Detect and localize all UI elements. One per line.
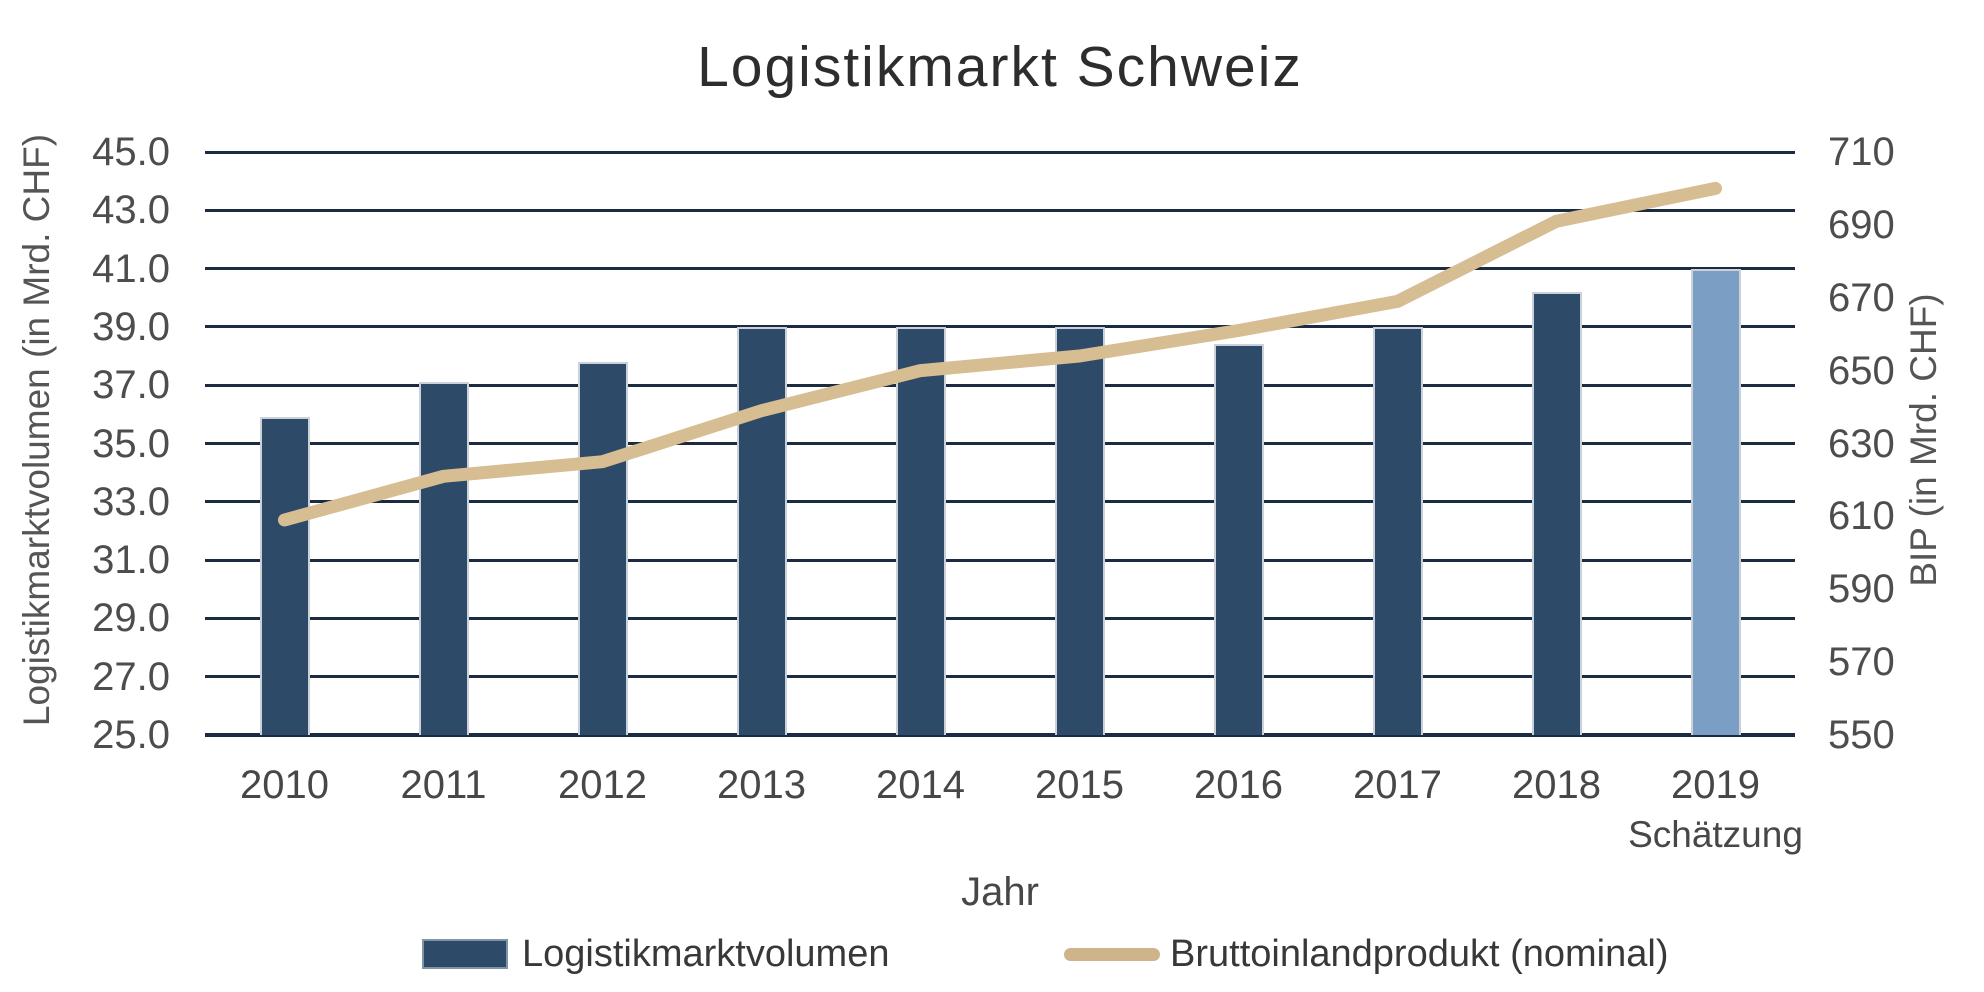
x-axis-title: Jahr [961,870,1039,914]
left-axis-tick: 41.0 [92,246,170,291]
gridline [205,150,1795,154]
right-axis-tick: 670 [1828,275,1895,320]
chart-title: Logistikmarkt Schweiz [697,35,1303,99]
gridline [205,616,1795,620]
bar-2014 [895,326,946,735]
legend-item-logistikmarktvolumen: Logistikmarktvolumen [422,928,889,980]
left-axis-tick: 27.0 [92,654,170,699]
gridline [205,675,1795,679]
right-axis-tick: 590 [1828,567,1895,612]
right-axis-tick: 650 [1828,348,1895,393]
bar-2018 [1531,291,1582,735]
right-axis-tick: 690 [1828,202,1895,247]
x-tick-label-2016: 2016 [1194,763,1283,807]
right-axis-tick: 630 [1828,421,1895,466]
x-tick-label-2011: 2011 [400,763,487,807]
x-tick-sublabel: Schätzung [1628,814,1803,855]
bip-line [278,181,1722,527]
left-axis-tick: 33.0 [92,479,170,524]
plot-area [205,150,1795,737]
bar-2010 [259,417,310,735]
x-tick-label-2013: 2013 [717,763,806,807]
gridline [205,442,1795,445]
x-tick-label-2014: 2014 [876,763,965,807]
gridline [205,208,1795,212]
left-axis-tick: 39.0 [92,304,170,349]
left-axis-tick: 31.0 [92,538,170,583]
gridline [205,267,1795,271]
bar-2013 [736,326,787,735]
bar-2015 [1054,326,1105,735]
gridline [205,558,1795,562]
x-tick-label-2017: 2017 [1353,763,1442,807]
right-axis-tick: 710 [1828,130,1895,174]
left-axis-title: Logistikmarktvolumen (in Mrd. CHF) [16,133,57,727]
right-axis-tick: 550 [1828,713,1895,757]
bar-2011 [418,382,469,735]
x-tick-label-2018: 2018 [1512,763,1601,807]
legend-line-swatch-icon [1064,947,1160,961]
gridline [205,383,1795,387]
left-axis-tick: 45.0 [92,130,170,174]
left-axis-tick: 43.0 [92,188,170,233]
bar-2012 [577,361,628,735]
left-axis-tick: 37.0 [92,363,170,408]
x-tick-label-2015: 2015 [1035,763,1124,807]
left-axis-tick: 35.0 [92,421,170,466]
bar-2019 [1690,268,1741,735]
x-tick-label-2012: 2012 [558,763,647,807]
legend-bar-label: Logistikmarktvolumen [522,932,890,975]
right-axis-tick: 570 [1828,640,1895,685]
x-tick-label-2019: 2019 Schätzung [1606,762,1826,856]
left-axis-tick: 29.0 [92,596,170,641]
gridline [205,733,1795,737]
legend-bar-swatch-icon [422,939,508,969]
x-tick-label-2010: 2010 [240,763,329,807]
legend: Logistikmarktvolumen Bruttoinlandprodukt… [0,928,1984,980]
right-axis-tick: 610 [1828,494,1895,539]
legend-line-label: Bruttoinlandprodukt (nominal) [1170,932,1669,975]
bar-2017 [1372,326,1423,735]
bar-2016 [1213,344,1264,735]
gridline [205,500,1795,504]
gridline [205,325,1795,329]
left-axis-tick: 25.0 [92,713,170,757]
bip-line-layer [278,181,1722,527]
legend-item-bruttoinlandprodukt: Bruttoinlandprodukt (nominal) [1064,928,1669,980]
